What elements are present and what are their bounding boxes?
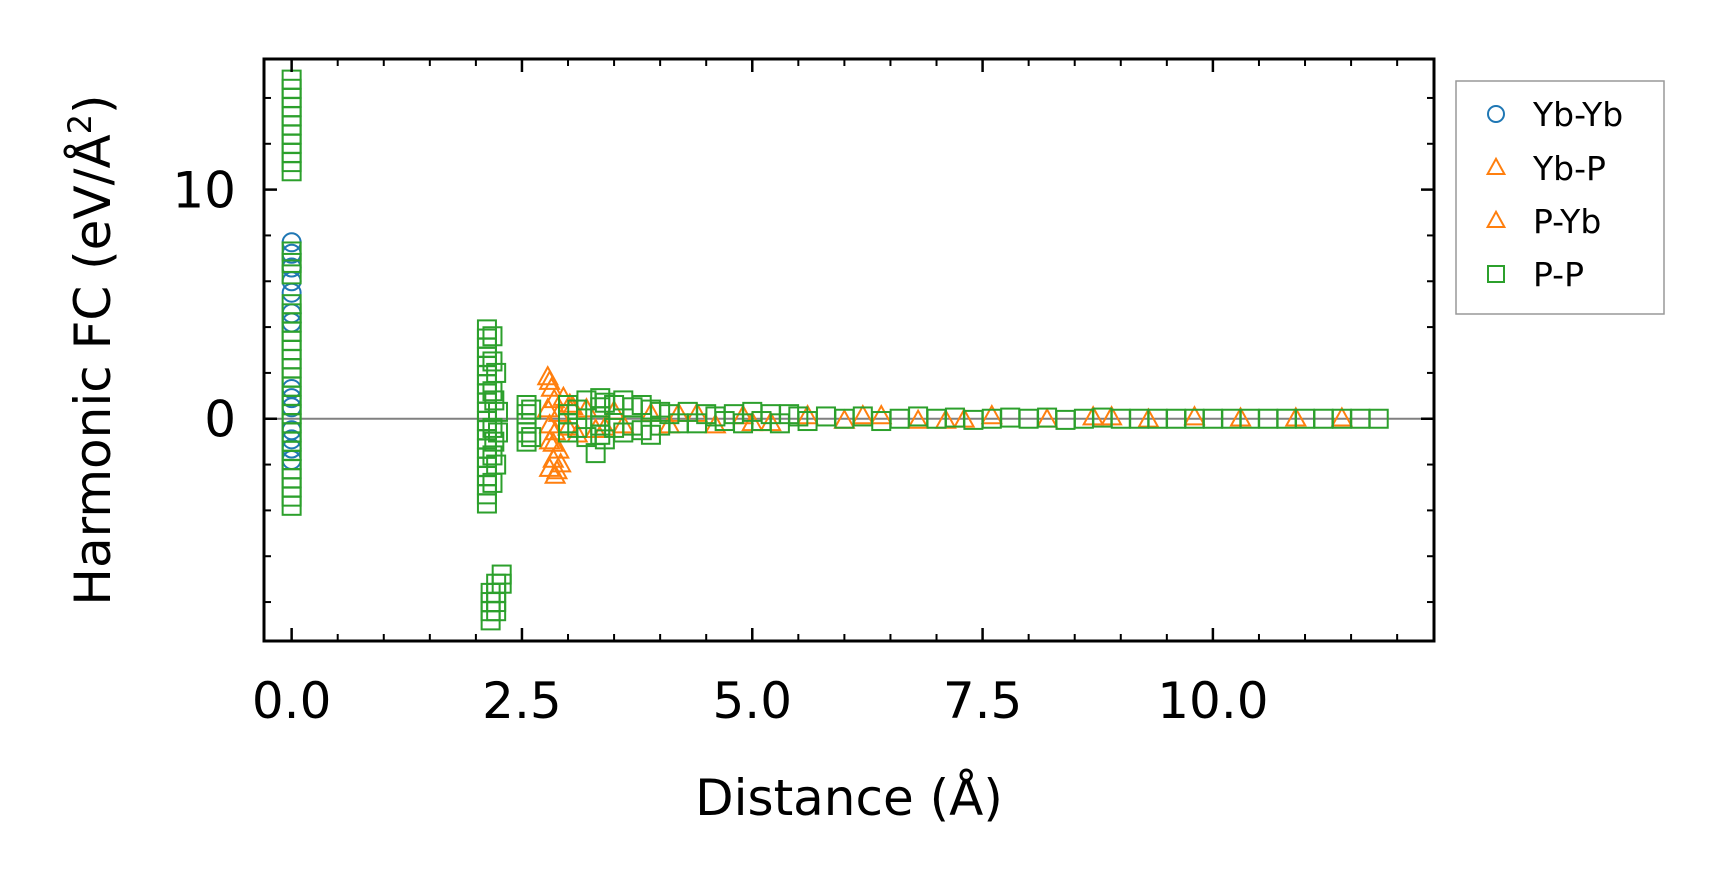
point-yb-p-30 xyxy=(906,408,930,429)
point-p-p-10 xyxy=(281,161,302,182)
x-tick-label-2: 5.0 xyxy=(713,672,793,730)
axis-ticks xyxy=(264,59,1434,641)
legend: Yb-Yb Yb-P P-Yb P-P xyxy=(1455,80,1665,315)
legend-marker-p-p xyxy=(1487,265,1505,283)
point-p-p-70 xyxy=(482,417,503,438)
point-p-yb-2 xyxy=(545,459,569,480)
x-tick-label-4: 10.0 xyxy=(1157,672,1268,730)
legend-label-p-p: P-P xyxy=(1533,255,1584,294)
legend-label-p-yb: P-Yb xyxy=(1533,202,1601,241)
legend-marker-p-yb xyxy=(1485,209,1507,228)
point-p-p-84 xyxy=(521,399,542,420)
point-p-p-99 xyxy=(590,424,611,445)
legend-entries: Yb-Yb Yb-P P-Yb P-P xyxy=(1485,95,1623,294)
point-yb-p-36 xyxy=(1183,405,1206,426)
point-yb-p-7 xyxy=(538,429,561,450)
point-p-yb-3 xyxy=(558,392,582,413)
point-p-yb-0 xyxy=(538,369,561,390)
point-p-p-78 xyxy=(488,422,508,443)
y-axis-label: Harmonic FC (eV/Å2) xyxy=(61,94,122,605)
point-p-p-67 xyxy=(482,326,503,347)
y-tick-label-0: 0 xyxy=(204,391,236,449)
y-tick-label-1: 10 xyxy=(172,162,236,220)
legend-label-yb-yb: Yb-Yb xyxy=(1532,95,1623,134)
point-yb-p-3 xyxy=(536,397,559,418)
point-p-p-83 xyxy=(516,431,537,452)
point-p-p-66 xyxy=(491,573,512,594)
point-p-p-76 xyxy=(486,454,507,475)
x-tick-label-0: 0.0 xyxy=(252,672,332,730)
point-p-p-36 xyxy=(281,495,302,516)
x-axis-label: Distance (Å) xyxy=(695,769,1003,827)
legend-marker-yb-yb xyxy=(1487,105,1505,123)
point-p-p-85 xyxy=(521,427,542,448)
point-p-p-73 xyxy=(484,390,505,411)
x-tick-label-3: 7.5 xyxy=(943,672,1023,730)
legend-marker-yb-p xyxy=(1485,156,1507,175)
point-yb-p-29 xyxy=(870,404,893,425)
svg-text:Harmonic FC (eV/Å2): Harmonic FC (eV/Å2) xyxy=(61,94,122,605)
data-points xyxy=(281,69,1389,631)
point-yb-p-39 xyxy=(1330,406,1354,427)
point-p-p-160 xyxy=(1368,408,1389,429)
legend-label-yb-p: Yb-P xyxy=(1532,149,1606,188)
point-p-p-56 xyxy=(476,493,497,514)
point-p-p-64 xyxy=(486,601,507,622)
point-p-p-12 xyxy=(281,252,302,273)
y-axis-label-main: Harmonic FC (eV/Å xyxy=(64,134,122,605)
point-p-p-68 xyxy=(482,351,503,372)
point-p-p-77 xyxy=(488,401,508,422)
point-p-p-75 xyxy=(486,362,507,383)
point-p-yb-7 xyxy=(851,404,874,425)
point-yb-p-32 xyxy=(980,404,1003,425)
point-p-p-13 xyxy=(281,264,302,285)
y-axis-label-end: ) xyxy=(64,94,122,114)
axis-tick-labels: 0.0 2.5 5.0 7.5 10.0 0 10 xyxy=(172,162,1268,730)
point-p-p-11 xyxy=(281,241,302,262)
plot-frame xyxy=(262,57,1436,643)
x-tick-label-1: 2.5 xyxy=(482,672,562,730)
y-axis-label-superscript: 2 xyxy=(61,114,99,134)
point-p-yb-1 xyxy=(542,431,565,452)
